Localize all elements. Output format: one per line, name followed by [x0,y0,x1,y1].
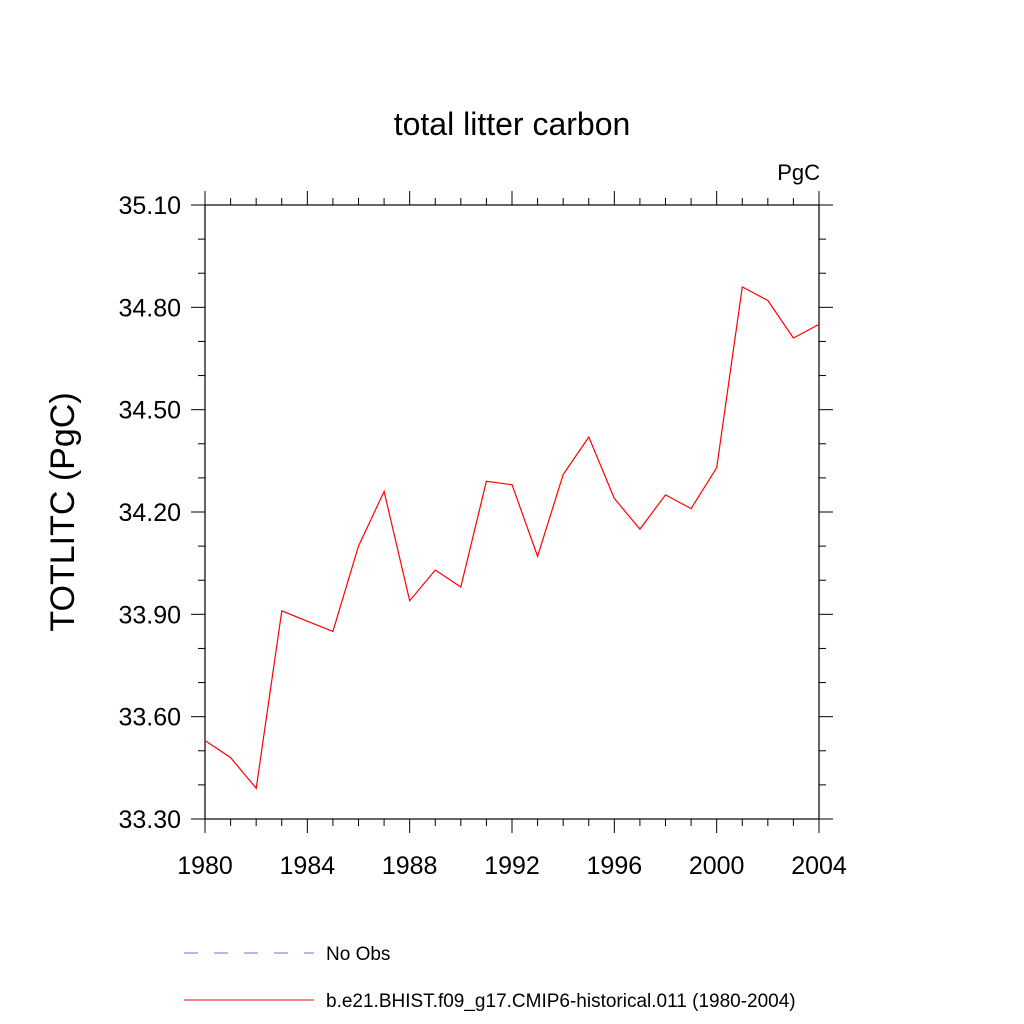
series-line [204,285,820,790]
x-tick-label: 2004 [791,852,847,880]
chart-title: total litter carbon [394,106,631,142]
x-axis: 1980 1984 1988 1992 1996 2000 2004 [177,191,847,880]
x-tick-label: 1980 [177,852,233,880]
y-tick-label: 33.60 [118,704,181,732]
x-tick-label: 1992 [484,852,540,880]
legend-label-series: b.e21.BHIST.f09_g17.CMIP6-historical.011… [326,991,796,1012]
y-tick-label: 33.30 [118,806,181,834]
x-tick-label: 1996 [587,852,643,880]
x-tick-label: 1984 [280,852,336,880]
plot-frame [204,204,820,820]
y-tick-label: 35.10 [118,192,181,220]
y-tick-label: 33.90 [118,601,181,629]
units-label: PgC [777,160,820,185]
y-tick-label: 34.20 [118,499,181,527]
x-tick-label: 2000 [689,852,745,880]
legend: No Obs b.e21.BHIST.f09_g17.CMIP6-histori… [184,944,796,1012]
y-axis-label: TOTLITC (PgC) [44,392,82,631]
legend-label-no-obs: No Obs [326,944,390,965]
series-layer [204,285,820,790]
y-axis: 33.30 33.60 33.90 34.20 34.50 34.80 35.10 [118,192,833,834]
y-tick-label: 34.50 [118,397,181,425]
y-tick-label: 34.80 [118,294,181,322]
x-tick-label: 1988 [382,852,438,880]
